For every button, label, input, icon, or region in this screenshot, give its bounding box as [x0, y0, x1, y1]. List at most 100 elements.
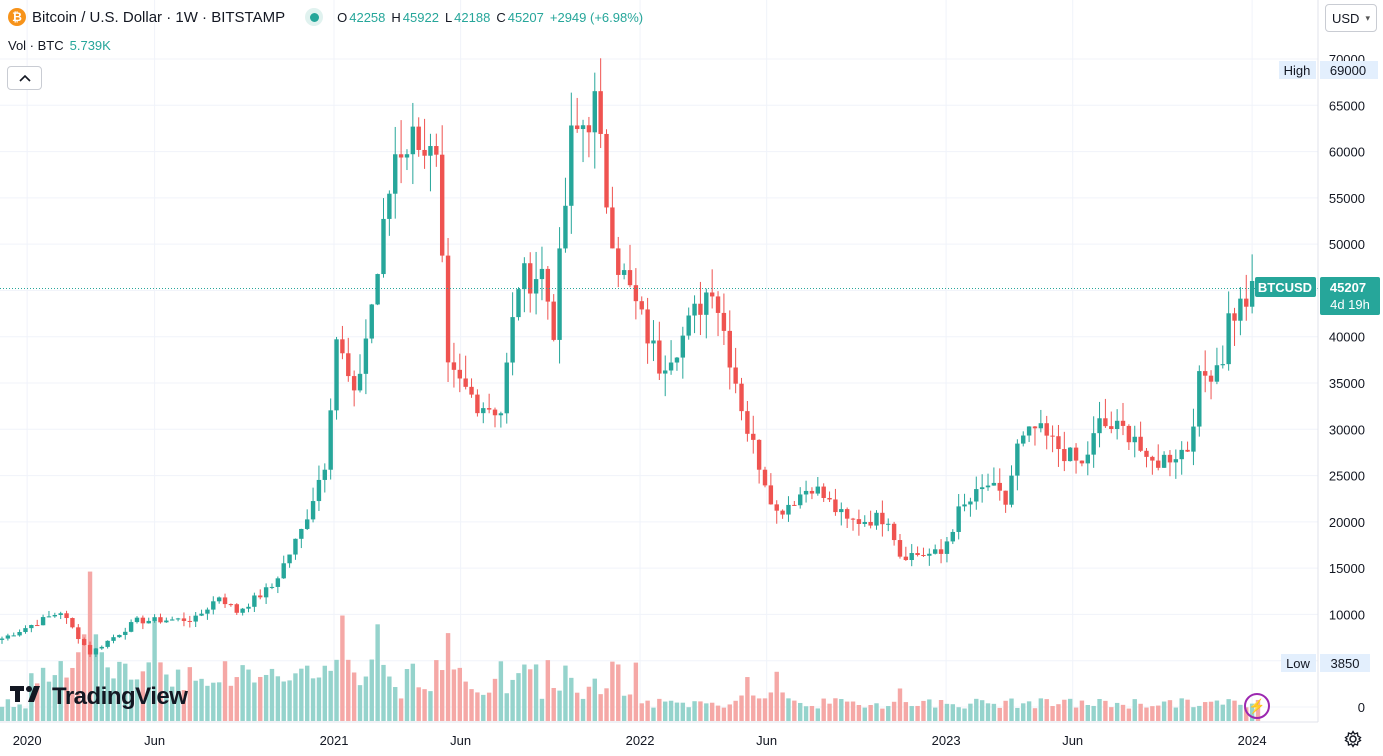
volume-bar	[76, 652, 81, 721]
volume-bar	[1003, 700, 1008, 721]
candle-body	[1062, 449, 1067, 462]
candle-body	[164, 620, 169, 623]
volume-bar	[598, 694, 603, 721]
candle-body	[721, 312, 727, 331]
candle-body	[692, 303, 697, 316]
candle-body	[1208, 375, 1214, 382]
volume-bar	[175, 669, 181, 721]
volume-bar	[346, 659, 351, 721]
candle-body	[193, 615, 198, 622]
volume-bar	[909, 706, 914, 721]
candle-body	[715, 296, 721, 313]
volume-bar	[117, 661, 122, 721]
candle-body	[1214, 365, 1220, 382]
volume-bar	[228, 685, 234, 721]
volume-bar	[586, 686, 592, 721]
volume-bar	[991, 703, 997, 721]
candle-body	[246, 606, 251, 609]
currency-select[interactable]: USD ▾	[1325, 4, 1377, 32]
time-tick-label: 2021	[320, 733, 349, 748]
candle-body	[5, 635, 11, 639]
candle-body	[944, 541, 950, 554]
candle-body	[457, 369, 462, 379]
candle-body	[891, 523, 897, 541]
candle-body	[275, 578, 281, 587]
volume-bar	[1097, 698, 1102, 721]
candle-body	[880, 512, 885, 525]
price-axis[interactable]: 7000065000600005500050000450004000035000…	[1329, 52, 1365, 715]
volume-bar	[252, 682, 257, 721]
candle-body	[903, 556, 909, 561]
candle-body	[627, 270, 633, 286]
candle-body	[639, 301, 644, 310]
volume-bar	[287, 680, 292, 721]
volume-bar	[486, 692, 492, 721]
candle-body	[1091, 433, 1096, 455]
candle-body	[569, 125, 574, 206]
symbol-title[interactable]: Bitcoin / U.S. Dollar · 1W · BITSTAMP	[32, 8, 286, 26]
candle-body	[299, 528, 304, 539]
volume-bar	[334, 659, 339, 721]
candle-body	[351, 376, 357, 391]
candle-body	[709, 292, 715, 297]
volume-bar	[398, 698, 404, 721]
volume-bar	[663, 701, 668, 721]
candle-body	[398, 154, 404, 158]
time-axis[interactable]: 2020 Jun 2021 Jun 2022 Jun 2023 Jun 2024	[13, 733, 1267, 748]
visibility-toggle-icon[interactable]	[305, 8, 324, 26]
candle-body	[545, 268, 551, 302]
candle-body	[1015, 443, 1020, 476]
candle-body	[745, 411, 750, 434]
candle-body	[991, 482, 997, 486]
low-label: L	[444, 9, 453, 25]
candle-body	[762, 469, 768, 486]
candle-body	[733, 367, 738, 384]
candle-body	[222, 597, 228, 605]
low-marker-value: 3850	[1331, 656, 1360, 671]
candle-body	[1249, 280, 1255, 307]
candle-body	[528, 263, 533, 294]
candle-body	[809, 490, 815, 494]
candle-body	[516, 289, 521, 318]
open-label: O	[337, 9, 348, 25]
volume-bar	[927, 699, 932, 721]
candle-body	[739, 383, 744, 412]
time-tick-label: Jun	[144, 733, 165, 748]
collapse-legend-button[interactable]	[7, 66, 42, 90]
candle-body	[1232, 313, 1237, 321]
tradingview-logo[interactable]: TradingView	[10, 683, 188, 711]
volume-bar	[522, 664, 527, 721]
candle-body	[1156, 460, 1161, 468]
candle-body	[1220, 364, 1225, 366]
candle-body	[140, 617, 146, 624]
volume-bar	[281, 681, 286, 721]
volume-bar	[1202, 702, 1208, 721]
price-tick-label: 35000	[1329, 376, 1365, 391]
volume-bar	[1156, 705, 1161, 721]
candle-body	[621, 270, 627, 275]
volume-bar	[375, 624, 380, 721]
candle-body	[393, 154, 398, 194]
volume-bar	[657, 698, 662, 721]
tradingview-mark-icon	[10, 684, 46, 710]
volume-bar	[481, 694, 486, 721]
volume-bar	[762, 698, 768, 721]
price-tick-label: 15000	[1329, 561, 1365, 576]
volume-bar	[803, 706, 809, 721]
chart-grid	[0, 0, 1318, 722]
settings-gear-icon[interactable]	[1343, 729, 1363, 749]
candle-body	[252, 595, 257, 607]
volume-bar	[404, 669, 410, 721]
volume-bar	[962, 708, 967, 721]
volume-bar	[1132, 699, 1137, 721]
candle-body	[974, 489, 979, 502]
candle-body	[768, 485, 774, 505]
candle-body	[240, 608, 245, 613]
candle-body	[1073, 447, 1079, 461]
lightning-icon[interactable]: ⚡	[1244, 693, 1270, 719]
volume-bar	[891, 701, 897, 721]
candle-body	[1161, 454, 1167, 468]
candle-body	[334, 339, 339, 411]
volume-bar	[516, 673, 521, 721]
